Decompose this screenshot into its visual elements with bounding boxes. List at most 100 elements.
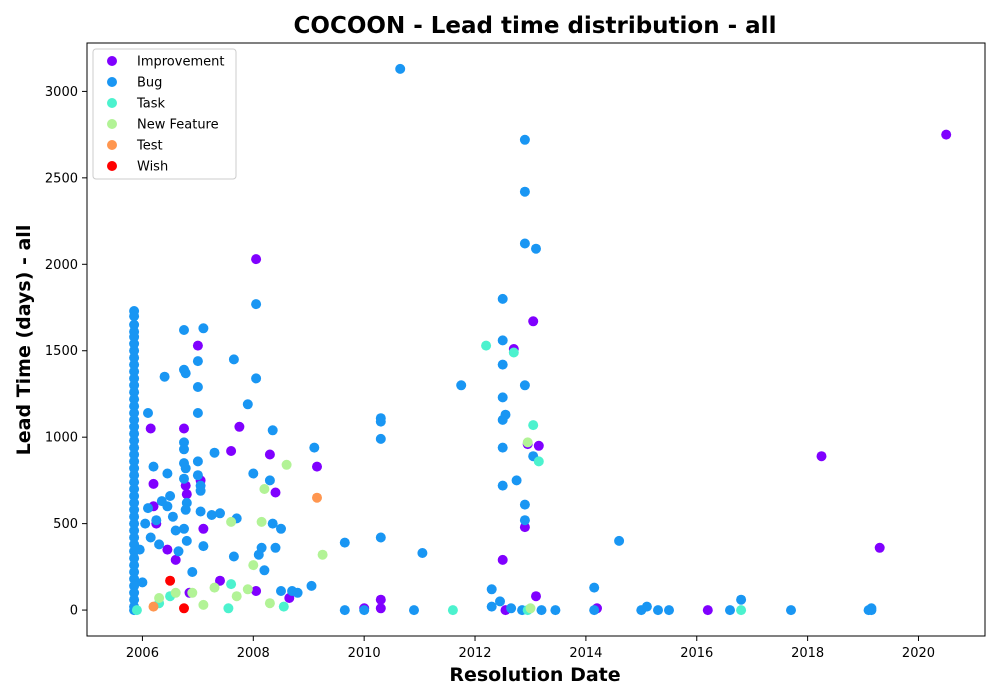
point-new-feature bbox=[259, 484, 270, 494]
legend-marker-improvement bbox=[107, 56, 117, 66]
point-bug bbox=[162, 501, 173, 512]
point-bug bbox=[531, 243, 541, 254]
point-task bbox=[223, 603, 234, 614]
legend-marker-task bbox=[107, 98, 117, 108]
point-bug bbox=[129, 421, 140, 432]
point-bug bbox=[506, 603, 517, 614]
plot-area: 2006 2008 2010 2012 2014 2016 2018 2020 0 500 100… bbox=[45, 42, 986, 661]
point-bug bbox=[129, 442, 140, 453]
point-bug bbox=[309, 442, 320, 453]
legend-marker-new-feature bbox=[107, 119, 117, 129]
point-improvement bbox=[519, 522, 530, 533]
legend-box bbox=[92, 48, 237, 180]
point-improvement bbox=[533, 440, 544, 451]
point-improvement bbox=[179, 423, 189, 434]
point-improvement bbox=[874, 542, 885, 553]
point-improvement bbox=[531, 591, 541, 602]
point-bug bbox=[129, 338, 140, 349]
point-bug bbox=[395, 63, 406, 74]
point-task bbox=[278, 601, 289, 612]
point-bug bbox=[641, 601, 652, 612]
point-bug bbox=[129, 366, 140, 377]
point-improvement bbox=[170, 554, 181, 565]
point-bug bbox=[863, 605, 874, 616]
chart-title: COCOON - Lead time distribution - all bbox=[294, 13, 777, 39]
point-bug bbox=[519, 238, 530, 249]
point-new-feature bbox=[522, 437, 533, 448]
point-task bbox=[226, 579, 237, 590]
data-points bbox=[129, 63, 952, 616]
point-improvement bbox=[234, 421, 245, 432]
legend-label-test: Test bbox=[136, 139, 163, 154]
x-tick-label: 2018 bbox=[791, 646, 824, 661]
point-bug bbox=[259, 565, 270, 576]
point-bug bbox=[192, 382, 203, 392]
legend-label-wish: Wish bbox=[137, 160, 168, 175]
point-bug bbox=[129, 477, 140, 488]
point-bug bbox=[180, 463, 191, 474]
point-bug bbox=[725, 605, 735, 616]
point-bug bbox=[242, 399, 253, 410]
point-improvement bbox=[148, 478, 159, 489]
point-bug bbox=[129, 435, 140, 446]
point-bug bbox=[500, 409, 511, 420]
point-bug bbox=[143, 408, 153, 418]
point-new-feature bbox=[248, 560, 259, 571]
point-improvement bbox=[215, 575, 225, 586]
point-bug bbox=[129, 484, 140, 494]
point-bug bbox=[129, 518, 140, 529]
point-new-feature bbox=[525, 603, 536, 614]
point-bug bbox=[519, 186, 530, 197]
legend-marker-bug bbox=[107, 77, 117, 87]
point-bug bbox=[180, 504, 191, 515]
legend-label-improvement: Improvement bbox=[137, 55, 224, 70]
point-bug bbox=[143, 503, 153, 514]
point-bug bbox=[192, 356, 203, 367]
point-bug bbox=[162, 468, 173, 479]
point-new-feature bbox=[256, 516, 267, 527]
point-bug bbox=[267, 425, 278, 436]
point-bug bbox=[497, 480, 508, 491]
legend-marker-wish bbox=[107, 161, 117, 171]
point-bug bbox=[129, 359, 140, 370]
point-task bbox=[481, 340, 492, 351]
point-improvement bbox=[264, 449, 275, 460]
point-bug bbox=[497, 359, 508, 370]
point-bug bbox=[129, 594, 140, 605]
point-bug bbox=[192, 408, 203, 418]
x-tick-label: 2012 bbox=[458, 646, 491, 661]
point-bug bbox=[497, 442, 508, 453]
legend-label-bug: Bug bbox=[137, 76, 162, 91]
point-bug bbox=[589, 605, 600, 616]
point-bug bbox=[129, 387, 140, 398]
point-bug bbox=[129, 553, 140, 564]
point-bug bbox=[497, 335, 508, 346]
point-bug bbox=[179, 325, 189, 335]
axes-frame bbox=[86, 42, 986, 637]
point-bug bbox=[195, 506, 206, 517]
point-bug bbox=[129, 319, 140, 330]
point-bug bbox=[129, 311, 140, 322]
point-bug bbox=[497, 293, 508, 304]
point-bug bbox=[179, 473, 189, 484]
point-bug bbox=[181, 535, 192, 546]
point-bug bbox=[179, 437, 189, 448]
point-bug bbox=[339, 537, 350, 548]
point-bug bbox=[129, 532, 140, 543]
point-wish bbox=[179, 603, 189, 614]
point-bug bbox=[129, 560, 140, 571]
point-bug bbox=[251, 373, 262, 384]
point-improvement bbox=[312, 461, 322, 472]
point-task bbox=[533, 456, 544, 467]
point-bug bbox=[173, 546, 184, 557]
point-bug bbox=[206, 510, 217, 520]
point-bug bbox=[519, 515, 530, 526]
y-tick-label: 0 bbox=[70, 604, 78, 619]
point-task bbox=[528, 420, 539, 431]
point-new-feature bbox=[242, 584, 253, 595]
y-axis-ticks: 0 500 1000 1500 2000 2500 3000 bbox=[45, 85, 87, 619]
point-bug bbox=[267, 518, 278, 529]
point-bug bbox=[264, 475, 275, 486]
legend-label-task: Task bbox=[136, 97, 166, 112]
point-bug bbox=[129, 573, 140, 584]
